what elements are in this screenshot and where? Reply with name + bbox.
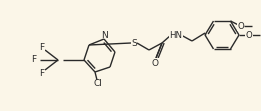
Text: S: S: [131, 39, 137, 48]
Text: F: F: [39, 43, 45, 52]
Text: F: F: [31, 56, 37, 64]
Text: O: O: [237, 22, 244, 31]
Text: O: O: [246, 31, 252, 40]
Text: O: O: [151, 58, 158, 67]
Text: HN: HN: [169, 31, 182, 40]
Text: N: N: [102, 32, 108, 41]
Text: F: F: [39, 68, 45, 77]
Text: Cl: Cl: [93, 79, 102, 88]
